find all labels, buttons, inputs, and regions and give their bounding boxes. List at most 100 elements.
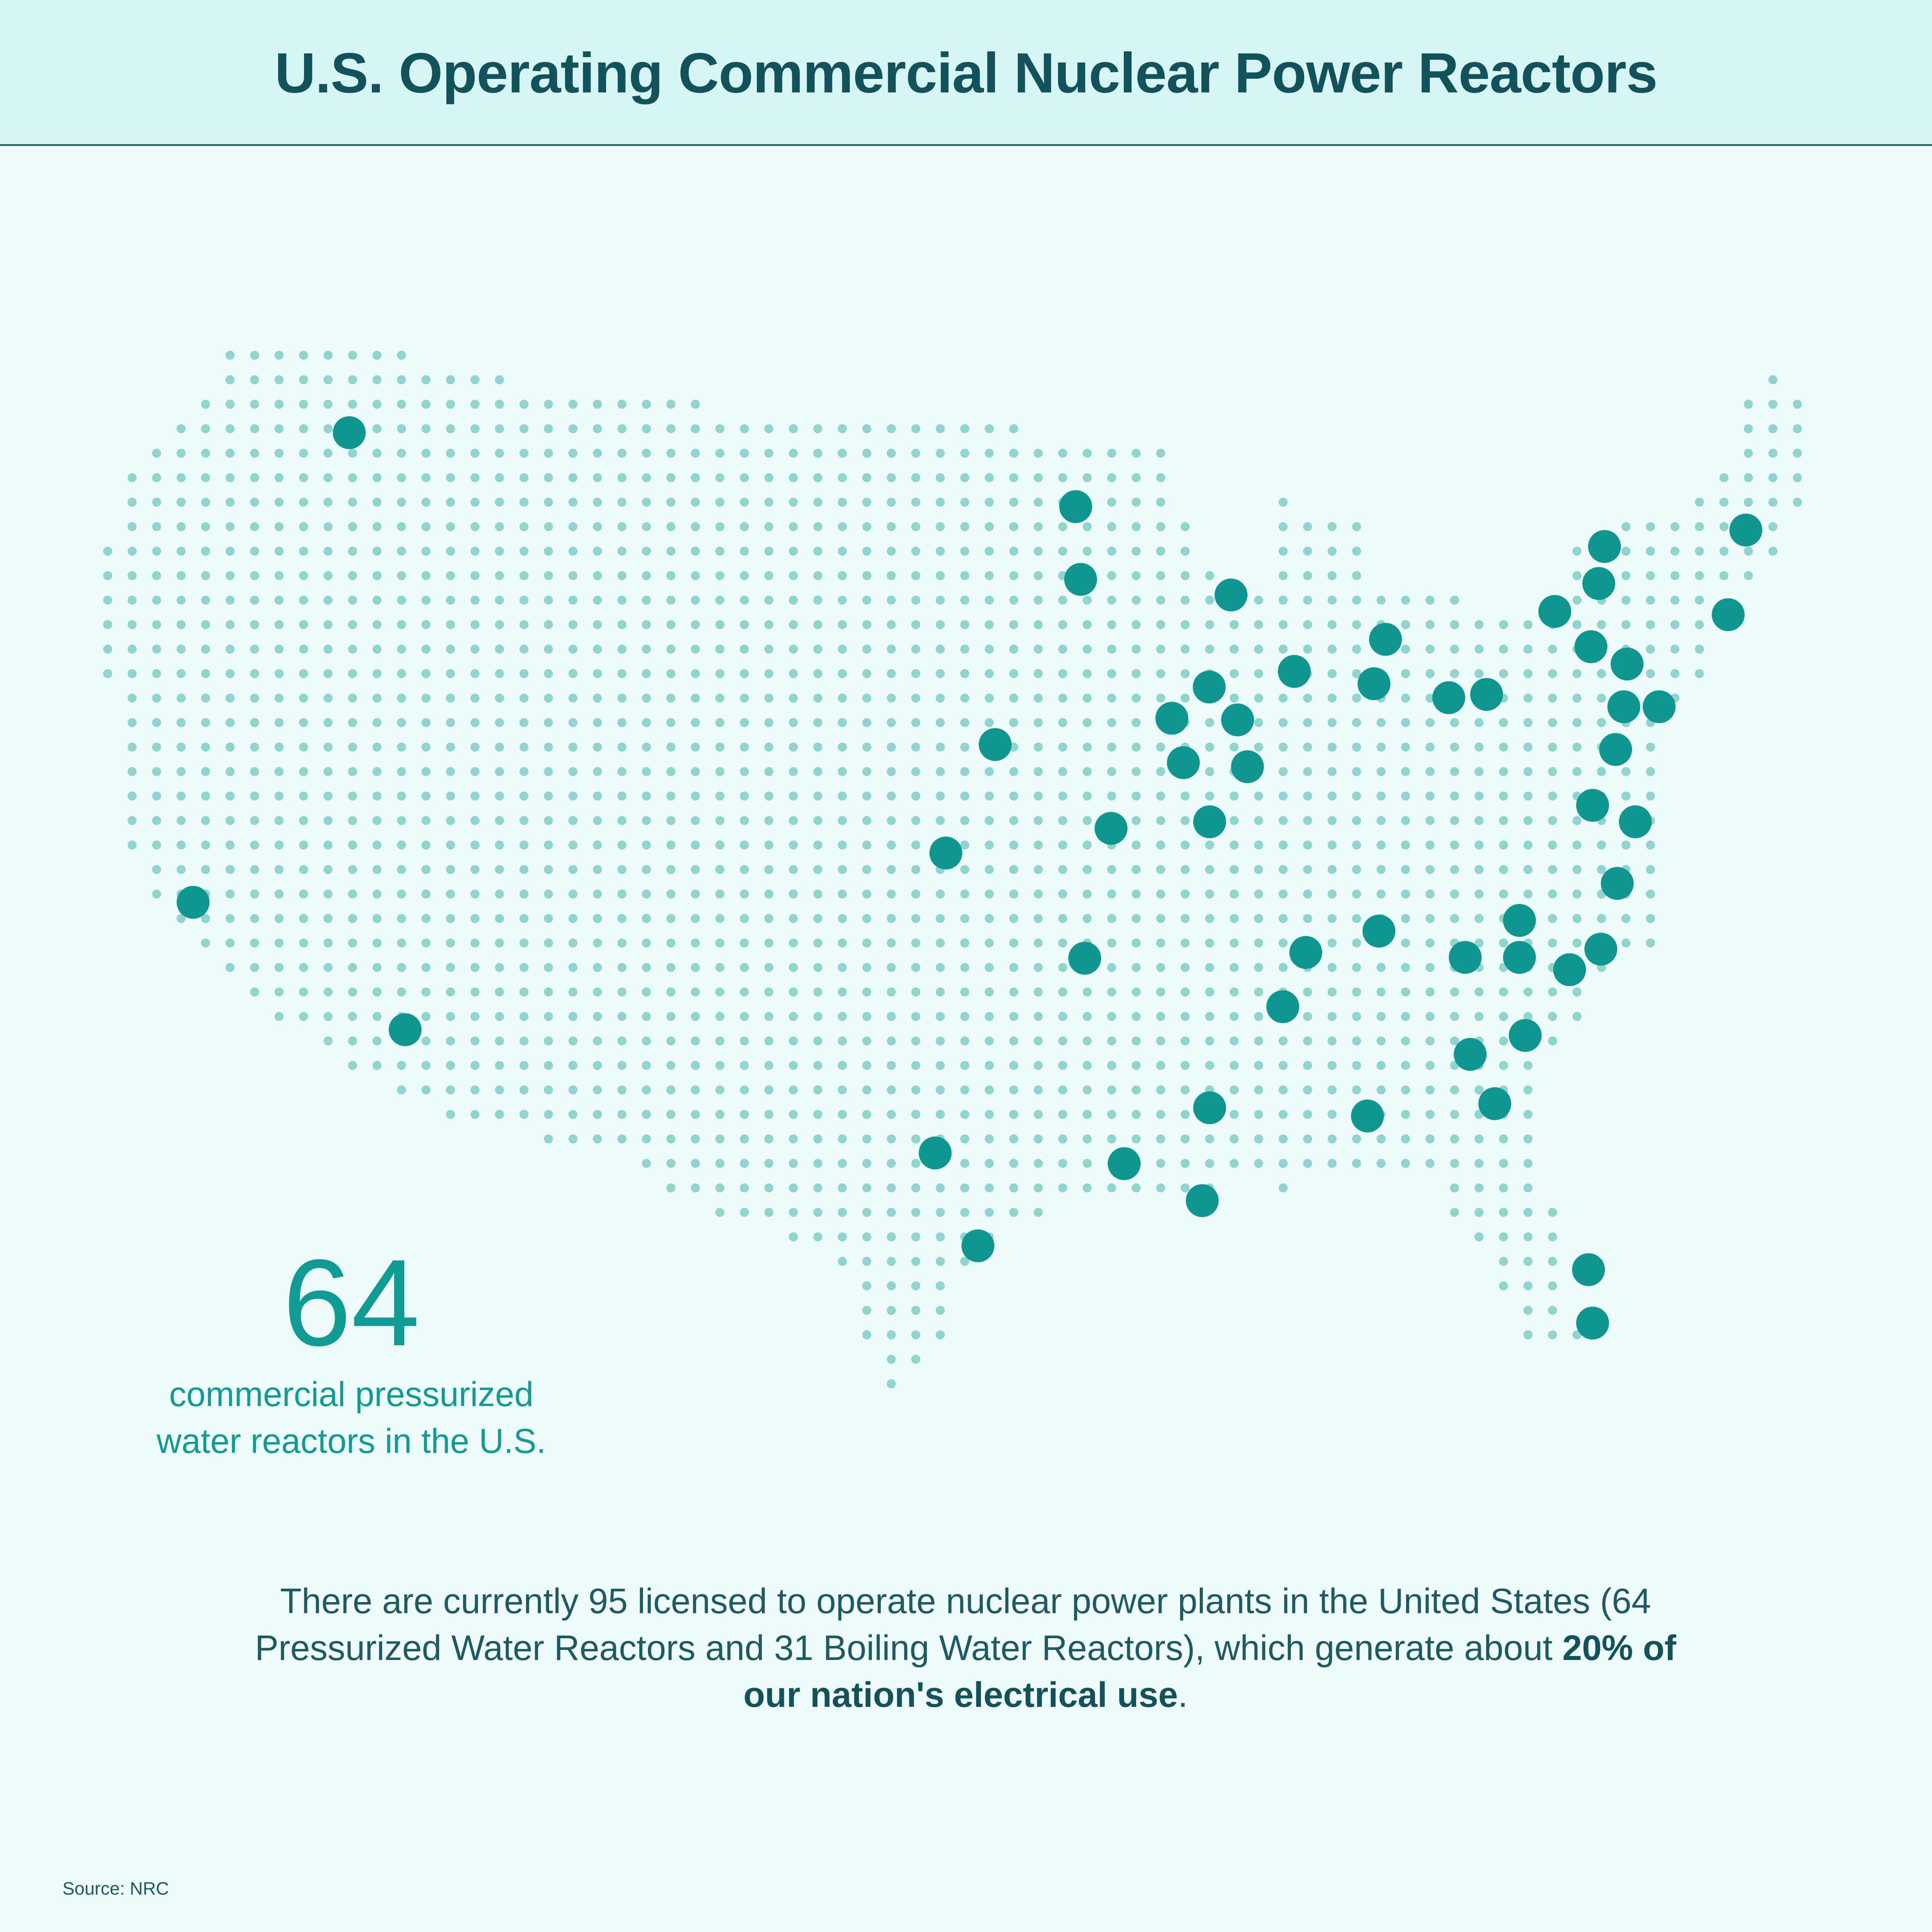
map-grid-dot	[593, 424, 602, 433]
map-grid-dot	[788, 840, 798, 850]
footnote-emphasis: 20% of our nation's electrical use	[743, 1628, 1676, 1715]
map-grid-dot	[788, 1061, 798, 1070]
map-grid-dot	[642, 718, 651, 727]
map-grid-dot	[1499, 620, 1508, 629]
map-grid-dot	[519, 473, 529, 482]
map-grid-dot	[764, 791, 774, 801]
map-grid-dot	[274, 669, 284, 678]
map-grid-dot	[1793, 449, 1802, 458]
map-grid-dot	[1352, 865, 1361, 874]
map-grid-dot	[715, 791, 724, 801]
map-grid-dot	[1033, 914, 1043, 923]
map-grid-dot	[1180, 522, 1190, 531]
map-grid-dot	[421, 987, 431, 997]
map-grid-dot	[691, 546, 700, 556]
map-grid-dot	[421, 522, 431, 531]
map-grid-dot	[1156, 987, 1165, 997]
map-grid-dot	[1107, 742, 1116, 752]
map-grid-dot	[1180, 938, 1190, 948]
map-grid-dot	[984, 987, 994, 997]
map-grid-dot	[593, 718, 602, 727]
map-grid-dot	[274, 1012, 284, 1021]
map-grid-dot	[984, 620, 994, 629]
map-grid-dot	[1499, 1208, 1508, 1217]
map-grid-dot	[984, 595, 994, 605]
map-grid-dot	[1621, 546, 1631, 556]
map-grid-dot	[1205, 865, 1214, 874]
map-grid-dot	[226, 791, 235, 801]
map-grid-dot	[642, 865, 651, 874]
map-grid-dot	[1768, 546, 1778, 556]
map-grid-dot	[397, 375, 406, 385]
reactor-location-marker	[1351, 1100, 1384, 1132]
map-grid-dot	[813, 1134, 823, 1144]
map-grid-dot	[1328, 669, 1337, 678]
map-grid-dot	[1205, 742, 1214, 752]
map-grid-dot	[1058, 963, 1067, 972]
map-grid-dot	[666, 816, 676, 825]
map-grid-dot	[1033, 963, 1043, 972]
map-grid-dot	[666, 865, 676, 874]
header-banner: U.S. Operating Commercial Nuclear Power …	[0, 0, 1932, 146]
map-grid-dot	[274, 889, 284, 899]
map-grid-dot	[1768, 449, 1778, 458]
map-grid-dot	[936, 938, 945, 948]
reactor-location-marker	[1231, 750, 1264, 783]
map-grid-dot	[740, 840, 749, 850]
map-grid-dot	[642, 816, 651, 825]
map-grid-dot	[838, 963, 847, 972]
map-grid-dot	[593, 767, 602, 776]
map-grid-dot	[887, 1134, 896, 1144]
map-grid-dot	[446, 791, 455, 801]
map-grid-dot	[1474, 1085, 1484, 1095]
map-grid-dot	[1401, 644, 1410, 654]
map-grid-dot	[568, 694, 578, 703]
map-grid-dot	[593, 987, 602, 997]
map-grid-dot	[666, 669, 676, 678]
map-grid-dot	[1401, 767, 1410, 776]
map-grid-dot	[788, 1159, 798, 1168]
map-grid-dot	[666, 694, 676, 703]
map-grid-dot	[1083, 595, 1092, 605]
map-grid-dot	[862, 644, 871, 654]
map-grid-dot	[1083, 1183, 1092, 1192]
map-grid-dot	[250, 987, 259, 997]
map-grid-dot	[1548, 987, 1557, 997]
map-grid-dot	[838, 694, 847, 703]
map-grid-dot	[226, 350, 235, 360]
map-grid-dot	[1695, 571, 1704, 580]
map-grid-dot	[1180, 816, 1190, 825]
map-grid-dot	[911, 1159, 920, 1168]
map-grid-dot	[862, 1061, 871, 1070]
map-grid-dot	[1058, 1085, 1067, 1095]
map-grid-dot	[936, 816, 945, 825]
map-grid-dot	[568, 889, 578, 899]
map-grid-dot	[152, 546, 161, 556]
map-grid-dot	[642, 840, 651, 850]
map-grid-dot	[446, 963, 455, 972]
map-grid-dot	[642, 914, 651, 923]
map-grid-dot	[519, 1085, 529, 1095]
map-grid-dot	[519, 718, 529, 727]
map-grid-dot	[1278, 1036, 1288, 1046]
map-grid-dot	[1425, 620, 1435, 629]
map-grid-dot	[1033, 840, 1043, 850]
map-grid-dot	[421, 620, 431, 629]
map-grid-dot	[911, 914, 920, 923]
map-grid-dot	[936, 694, 945, 703]
map-grid-dot	[1646, 644, 1655, 654]
map-grid-dot	[372, 522, 382, 531]
map-grid-dot	[226, 767, 235, 776]
map-grid-dot	[1744, 449, 1753, 458]
map-grid-dot	[1229, 963, 1239, 972]
map-grid-dot	[593, 791, 602, 801]
map-grid-dot	[1156, 669, 1165, 678]
map-grid-dot	[740, 987, 749, 997]
map-grid-dot	[299, 694, 308, 703]
map-grid-dot	[911, 546, 920, 556]
map-grid-dot	[1376, 718, 1386, 727]
map-grid-dot	[1621, 767, 1631, 776]
map-grid-dot	[568, 571, 578, 580]
map-grid-dot	[1450, 767, 1459, 776]
map-grid-dot	[1523, 767, 1533, 776]
